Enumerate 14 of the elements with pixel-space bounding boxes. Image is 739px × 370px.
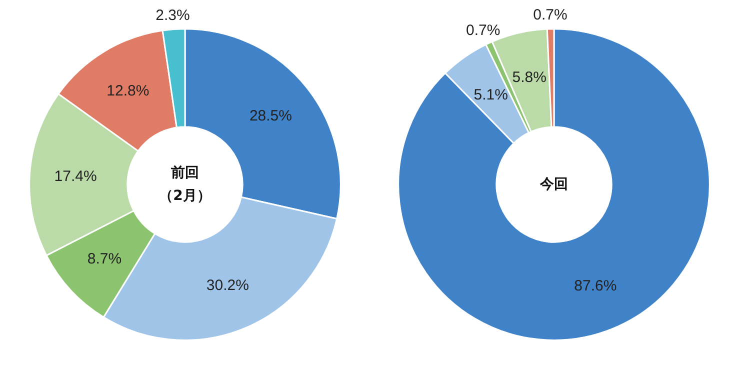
data-label: 12.8% bbox=[106, 82, 150, 100]
data-label: 28.5% bbox=[249, 107, 292, 124]
data-label: 0.7% bbox=[533, 6, 568, 24]
text: 前回 bbox=[170, 164, 199, 181]
data-label: 5.8% bbox=[512, 69, 546, 86]
data-label: 0.7% bbox=[466, 22, 500, 39]
data-label: 30.2% bbox=[206, 277, 249, 294]
text: 今回 bbox=[539, 176, 568, 192]
data-label: 8.7% bbox=[87, 250, 122, 268]
data-label: 17.4% bbox=[54, 168, 97, 185]
text: （2月） bbox=[159, 188, 211, 204]
data-label: 5.1% bbox=[474, 86, 508, 104]
data-label: 87.6% bbox=[574, 278, 617, 295]
data-label: 2.3% bbox=[156, 6, 190, 24]
